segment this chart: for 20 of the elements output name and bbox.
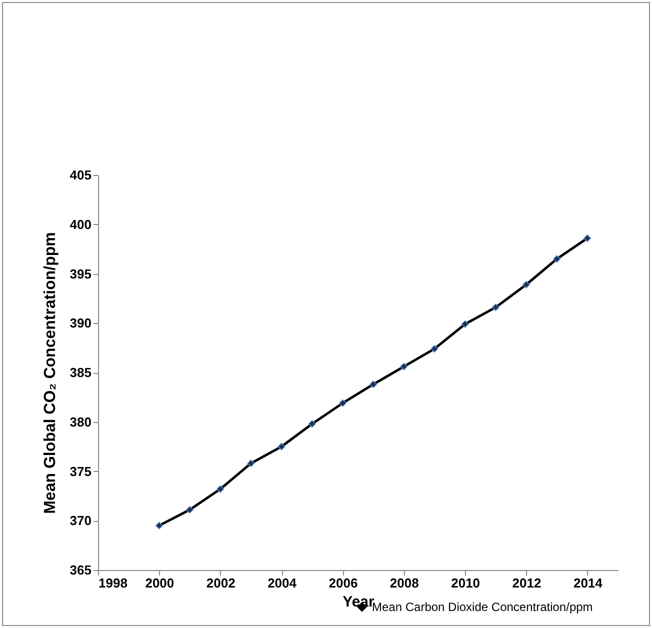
y-tick-label: 370 bbox=[70, 513, 92, 528]
x-tick-label: 2010 bbox=[451, 576, 480, 590]
x-tick-label: 2012 bbox=[512, 576, 542, 590]
x-tick-label: 2000 bbox=[145, 576, 174, 590]
y-tick-label: 390 bbox=[70, 316, 92, 331]
x-tick-label: 2006 bbox=[328, 576, 358, 590]
y-tick-label: 400 bbox=[70, 216, 92, 232]
x-tick-label: 2004 bbox=[268, 576, 298, 590]
legend-label: Mean Carbon Dioxide Concentration/ppm bbox=[372, 600, 593, 614]
x-tick-label: 2002 bbox=[206, 576, 236, 590]
y-axis-title: Mean Global CO₂ Concentration/ppm bbox=[42, 232, 59, 514]
y-tick-label: 405 bbox=[70, 168, 92, 182]
y-tick-label: 380 bbox=[70, 414, 92, 430]
x-tick-label: 2008 bbox=[390, 576, 419, 590]
y-tick-label: 385 bbox=[70, 365, 92, 380]
y-tick-label: 375 bbox=[70, 464, 92, 479]
x-tick-label: 1998 bbox=[98, 576, 128, 590]
y-tick-label: 365 bbox=[70, 562, 92, 578]
x-tick-label: 2014 bbox=[573, 576, 604, 590]
y-tick-label: 395 bbox=[70, 266, 92, 282]
